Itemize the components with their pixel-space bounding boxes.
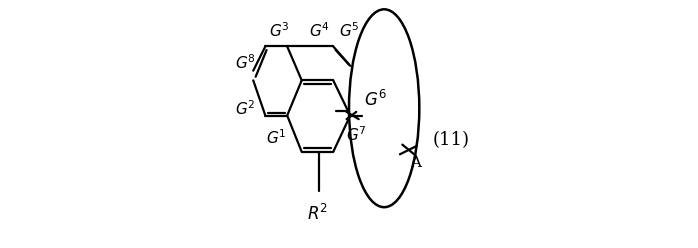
Text: $G^6$: $G^6$ bbox=[364, 90, 387, 110]
Text: $G^8$: $G^8$ bbox=[235, 53, 256, 71]
Text: A: A bbox=[410, 156, 421, 170]
Text: $G^4$: $G^4$ bbox=[309, 21, 330, 40]
Text: (11): (11) bbox=[432, 131, 469, 149]
Text: $G^1$: $G^1$ bbox=[266, 128, 287, 147]
Text: $G^7$: $G^7$ bbox=[346, 125, 366, 144]
Text: $G^3$: $G^3$ bbox=[269, 21, 290, 40]
Text: $G^5$: $G^5$ bbox=[339, 21, 359, 40]
Text: $G^2$: $G^2$ bbox=[235, 99, 255, 118]
Text: $R^2$: $R^2$ bbox=[307, 204, 328, 224]
